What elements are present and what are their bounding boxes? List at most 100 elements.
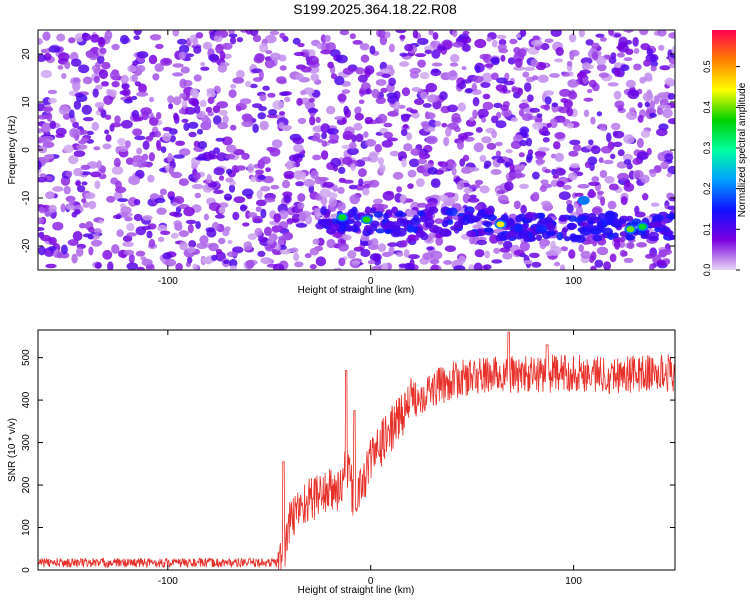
spectrogram-cell	[82, 32, 88, 38]
spectrogram-cell	[396, 186, 402, 193]
spectrogram-cell	[314, 176, 322, 185]
spectrogram-cell	[452, 30, 458, 38]
spectrogram-cell	[38, 227, 45, 231]
spectrogram-cell	[334, 75, 345, 86]
spectrogram-cell	[427, 94, 439, 103]
spectrogram-cell	[399, 52, 409, 57]
spectrogram-cell	[270, 184, 280, 190]
spectrogram-cell	[338, 166, 346, 174]
spectrogram-cell	[544, 169, 552, 174]
spectrogram-cell	[124, 140, 131, 148]
spectrogram-cell	[219, 50, 226, 61]
spectrogram-cell	[348, 184, 358, 190]
x-tick-label: 100	[565, 576, 582, 587]
spectrogram-cell	[607, 82, 619, 87]
spectrogram-cell	[535, 155, 544, 160]
spectrogram-cell	[304, 253, 312, 259]
spectrogram-cell	[92, 88, 99, 98]
spectrogram-cell	[625, 30, 632, 34]
spectrogram-cell	[260, 257, 272, 265]
spectrogram-cell	[587, 190, 597, 199]
spectrogram-cell	[45, 263, 57, 269]
spectrogram-cell	[428, 30, 434, 36]
spectrogram-cell	[71, 253, 78, 264]
spectrogram-cell	[617, 172, 630, 181]
spectrogram-cell	[430, 250, 443, 260]
spectrogram-band-cell	[390, 221, 401, 230]
spectrogram-cell	[409, 109, 418, 114]
spectrogram-cell	[260, 185, 271, 192]
spectrogram-cell	[56, 33, 66, 42]
spectrogram-cell	[353, 122, 363, 131]
spectrogram-band-cell	[406, 224, 415, 233]
spectrogram-cell	[551, 168, 557, 176]
spectrogram-cell	[644, 72, 653, 81]
spectrogram-cell	[244, 121, 254, 127]
spectrogram-cell	[338, 257, 346, 267]
spectrogram-cell	[218, 202, 229, 209]
spectrogram-cell	[114, 115, 121, 124]
spectrogram-cell	[214, 30, 226, 37]
spectrogram-cell	[60, 203, 66, 213]
spectrogram-x-label: Height of straight line (km)	[298, 285, 415, 296]
spectrogram-cell	[453, 265, 466, 270]
spectrogram-cell	[590, 251, 597, 261]
spectrogram-cell	[242, 222, 250, 227]
spectrogram-cell	[568, 150, 579, 157]
spectrogram-cell	[321, 131, 327, 140]
spectrogram-cell	[320, 34, 327, 43]
spectrogram-cell	[48, 204, 57, 213]
spectrogram-cell	[52, 186, 64, 192]
spectrogram-cell	[185, 219, 197, 225]
spectrogram-cell	[380, 68, 391, 74]
spectrogram-band-cell	[394, 211, 407, 218]
spectrogram-cell	[474, 38, 487, 49]
spectrogram-cell	[539, 185, 547, 192]
spectrogram-cell	[322, 181, 335, 188]
spectrogram-cell	[272, 100, 285, 110]
spectrogram-band-cell	[345, 225, 356, 232]
spectrogram-band-cell	[652, 221, 662, 228]
spectrogram-cell	[223, 259, 230, 265]
spectrogram-cell	[640, 174, 650, 184]
spectrogram-cell	[464, 88, 473, 94]
spectrogram-cell	[178, 108, 186, 115]
spectrogram-cell	[469, 116, 475, 122]
spectrogram-cell	[607, 200, 617, 210]
spectrogram-cell	[539, 241, 547, 250]
spectrogram-cell	[47, 89, 58, 95]
spectrogram-cell	[247, 212, 258, 218]
spectrogram-band-cell	[589, 228, 602, 235]
spectrogram-cell	[424, 45, 434, 52]
spectrogram-cell	[105, 134, 112, 142]
spectrogram-cell	[272, 248, 283, 255]
spectrogram-cell	[614, 239, 621, 250]
spectrogram-cell	[422, 252, 434, 260]
spectrogram-cell	[288, 154, 299, 162]
spectrogram-cell	[406, 237, 412, 243]
spectrogram-cell	[608, 30, 614, 36]
spectrogram-cell	[623, 134, 635, 144]
spectrogram-cell	[342, 156, 353, 165]
spectrogram-cell	[498, 39, 507, 46]
spectrogram-cell	[619, 249, 627, 257]
spectrogram-cell	[603, 159, 614, 165]
spectrogram-cell	[102, 249, 113, 260]
spectrogram-cell	[517, 48, 527, 58]
spectrogram-cell	[580, 57, 593, 65]
spectrogram-cell	[519, 140, 528, 147]
spectrogram-cell	[93, 146, 101, 151]
spectrogram-band-cell	[546, 222, 556, 232]
spectrogram-cell	[312, 238, 320, 245]
spectrogram-cell	[637, 102, 643, 108]
spectrogram-cell	[269, 30, 280, 36]
spectrogram-cell	[500, 104, 509, 112]
spectrogram-cell	[226, 251, 239, 258]
spectrogram-cell	[149, 96, 155, 103]
spectrogram-cell	[218, 109, 228, 116]
spectrogram-cell	[309, 115, 316, 126]
spectrogram-cell	[374, 144, 382, 153]
spectrogram-cell	[38, 38, 43, 45]
spectrogram-cell	[115, 214, 122, 220]
spectrogram-cell	[568, 249, 576, 259]
